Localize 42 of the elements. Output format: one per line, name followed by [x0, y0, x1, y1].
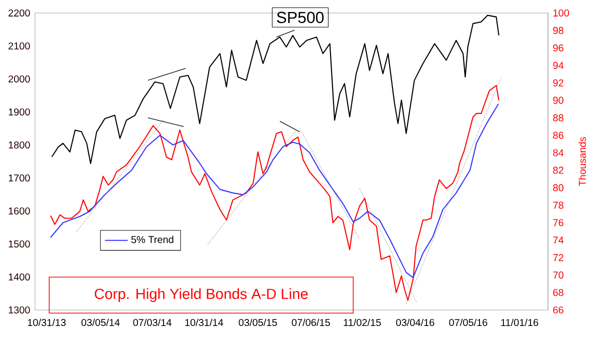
y2-tick-label: 82	[553, 166, 564, 174]
y-tick-label: 2100	[8, 42, 30, 50]
y-tick-label: 1300	[8, 306, 30, 314]
legend-label: 5% Trend	[131, 236, 174, 244]
y2-tick-label: 92	[553, 79, 564, 86]
y2-tick-label: 96	[553, 44, 564, 52]
y2-tick-label: 76	[553, 219, 564, 226]
y2-tick-label: 78	[553, 202, 564, 209]
series-label: SP500	[276, 12, 324, 24]
y2-tick-label: 98	[553, 26, 564, 34]
y2-tick-label: 90	[553, 96, 564, 104]
y2-tick-label: 70	[553, 272, 564, 279]
y-tick-label: 1900	[8, 108, 30, 116]
x-tick-label: 03/05/14	[81, 318, 120, 326]
y2-tick-label: 66	[553, 306, 564, 314]
y-tick-label: 1600	[8, 207, 30, 215]
y-tick-label: 2200	[8, 9, 30, 17]
x-tick-label: 07/05/16	[449, 318, 488, 326]
x-tick-label: 11/01/16	[501, 318, 538, 326]
y2-tick-label: 84	[553, 149, 564, 156]
y2-tick-label: 88	[553, 114, 564, 122]
x-tick-label: 07/06/15	[292, 318, 330, 326]
y-tick-label: 1400	[8, 273, 30, 281]
y2-tick-label: 94	[553, 62, 564, 69]
y2-tick-label: 72	[553, 254, 564, 262]
x-tick-label: 10/31/13	[28, 318, 66, 326]
x-tick-label: 11/02/15	[344, 318, 381, 326]
y2-tick-label: 74	[553, 236, 564, 244]
x-tick-label: 03/05/15	[238, 318, 277, 326]
y-tick-label: 1500	[8, 240, 30, 248]
x-tick-label: 03/04/16	[396, 318, 434, 326]
y2-tick-label: 86	[553, 132, 564, 139]
y2-tick-label: 80	[553, 184, 564, 192]
y2-axis-title: Thousands	[578, 137, 586, 186]
y-tick-label: 1700	[8, 174, 30, 182]
y-tick-label: 2000	[8, 75, 30, 83]
x-tick-label: 07/03/14	[133, 318, 172, 326]
text: Corp. High Yield Bonds A-D Line	[94, 288, 308, 302]
y2-tick-label: 100	[553, 9, 569, 17]
y2-tick-label: 68	[553, 288, 564, 296]
y-tick-label: 1800	[8, 141, 30, 149]
x-tick-label: 10/31/14	[185, 318, 224, 326]
